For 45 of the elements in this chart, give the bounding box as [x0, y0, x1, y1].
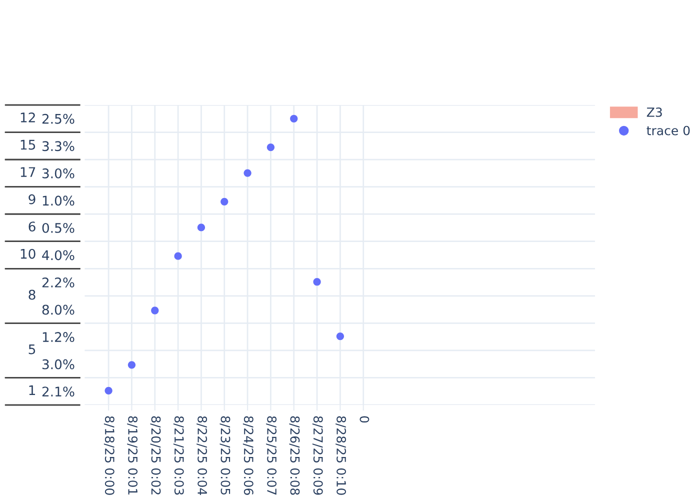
category-label: 2.1% [42, 386, 74, 397]
category-label: 8 [28, 290, 36, 300]
category-label: 1.0% [42, 196, 74, 206]
category-label: 17 [20, 167, 36, 177]
x-tick-label: 8/28/25 0:10 [336, 416, 346, 495]
category-label: 1.2% [42, 332, 74, 342]
category-label: 3.3% [42, 141, 74, 152]
x-tick-label: 8/26/25 0:08 [289, 416, 300, 495]
category-label: 8.0% [42, 304, 74, 315]
category-label: 1 [29, 385, 36, 396]
category-label: 4.0% [42, 250, 74, 260]
point [336, 332, 344, 340]
category-label: 9 [28, 194, 36, 204]
point [220, 198, 228, 206]
point [290, 114, 298, 122]
point [244, 169, 252, 177]
legend-label: Z3 [646, 107, 662, 117]
category-label: 6 [28, 222, 36, 232]
point [128, 361, 136, 369]
x-tick-label: 0 [360, 416, 370, 423]
category-label: 0.5% [42, 222, 74, 233]
point [174, 252, 182, 260]
x-tick-label: 8/18/25 0:00 [104, 416, 114, 495]
point [313, 278, 321, 286]
x-tick-label: 8/25/25 0:07 [266, 416, 277, 495]
x-tick-label: 8/22/25 0:04 [196, 416, 208, 495]
category-label: 12 [20, 112, 35, 122]
point [197, 224, 206, 232]
category-label: 10 [20, 248, 36, 259]
point [151, 306, 159, 314]
category-label: 3.0% [42, 359, 74, 370]
category-label: 2.5% [42, 114, 74, 124]
x-tick-label: 8/20/25 0:02 [150, 416, 161, 494]
x-tick-label: 8/19/25 0:01 [127, 416, 138, 494]
x-tick-label: 8/27/25 0:09 [312, 416, 323, 495]
category-label: 3.0% [42, 168, 74, 178]
category-label: 2.2% [42, 277, 74, 288]
x-tick-label: 8/24/25 0:06 [242, 416, 254, 495]
point [104, 386, 112, 394]
point [266, 143, 275, 152]
category-label: 5 [28, 344, 36, 354]
legend-label: trace 0 [646, 126, 690, 136]
category-label: 15 [20, 140, 36, 150]
x-tick-label: 8/23/25 0:05 [220, 416, 230, 495]
x-tick-label: 8/21/25 0:03 [173, 416, 184, 495]
